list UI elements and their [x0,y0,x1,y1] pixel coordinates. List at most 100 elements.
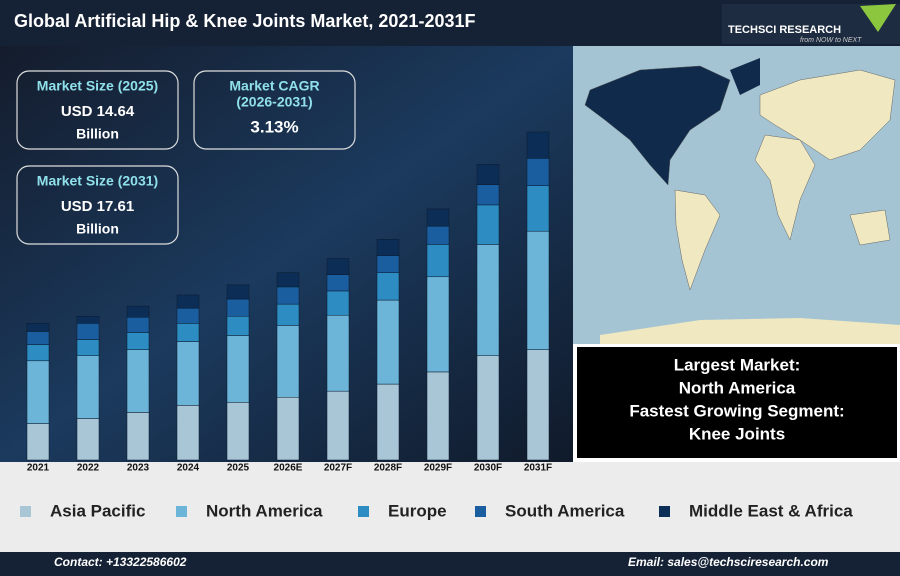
bar-segment [426,244,450,278]
greenland [730,58,760,95]
bar-segment [526,158,550,186]
legend-label: Asia Pacific [50,501,145,520]
info-line: Fastest Growing Segment: [629,401,844,420]
x-tick-label: 2027F [324,463,352,474]
bar-segment [526,185,550,232]
x-tick-label: 2029F [424,463,452,474]
stat-box [16,165,179,245]
bar-segment [426,371,450,461]
antarctica [600,318,900,344]
bar-segment [476,184,500,206]
legend-swatch [176,506,187,517]
logo: TECHSCI RESEARCH [728,24,841,36]
contact: Contact: +13322586602 [54,555,187,569]
info-line: Largest Market: [674,355,801,374]
info-box [575,345,899,460]
bar-segment [276,286,300,305]
bar-segment [226,315,250,336]
bar-segment [126,305,150,318]
bar-segment [276,396,300,461]
legend-label: Middle East & Africa [689,501,853,520]
map [573,46,900,344]
bar-segment [226,284,250,300]
bar-segment [176,294,200,309]
x-tick-label: 2031F [524,463,552,474]
bar-segment [76,339,100,356]
info-line: North America [679,378,796,397]
bar-segment [126,332,150,350]
bar-segment [326,274,350,292]
footer-bar [0,552,900,576]
bar-segment [76,323,100,340]
bar-segment [26,323,50,332]
bar-segment [326,314,350,392]
x-tick-label: 2023 [127,463,150,474]
bar-segment [26,360,50,424]
x-tick-label: 2024 [177,463,200,474]
bar-segment [26,344,50,362]
stat-box [193,70,356,150]
bar-segment [76,315,100,324]
info-line: Knee Joints [689,424,785,443]
logo-bg [722,4,900,44]
legend-swatch [20,506,31,517]
north-america [584,65,731,186]
australia [849,209,891,246]
bar-segment [376,383,400,461]
bar-segment [426,276,450,373]
stat-unit: Billion [76,221,119,237]
bar-segment [326,390,350,461]
bar-segment [176,341,200,406]
bar-segment [276,272,300,288]
bar-segment [376,239,400,256]
stat-label: Market CAGR [229,78,319,94]
bar-segment [126,349,150,413]
bar-segment [26,423,50,461]
bar-segment [526,131,550,159]
bar-segment [476,204,500,245]
legend-label: Europe [388,501,447,520]
email: Email: sales@techsciresearch.com [628,555,829,569]
bar-segment [176,323,200,342]
bar-segment [376,299,400,385]
bar-segment [326,258,350,275]
bar-segment [26,331,50,345]
bar-segment [176,307,200,324]
x-tick-label: 2028F [374,463,402,474]
legend-label: North America [206,501,323,520]
bar-segment [476,355,500,461]
stat-value: USD 17.61 [61,198,134,215]
bar-segment [526,230,550,350]
bar-segment [126,412,150,461]
logo-mark [860,4,896,32]
x-tick-label: 2025 [227,463,250,474]
bar-segment [276,303,300,326]
south-america [674,189,721,291]
bar-segment [226,335,250,403]
bar-segment [226,402,250,461]
x-tick-label: 2026E [274,463,303,474]
bar-segment [476,164,500,185]
stat-unit: Billion [76,126,119,142]
stat-label: (2026-2031) [236,94,312,110]
bar-segment [526,349,550,461]
bar-segment [226,298,250,317]
stat-label: Market Size (2031) [37,173,158,189]
bar-segment [126,317,150,333]
bar-segment [76,355,100,419]
stat-box [16,70,179,150]
legend-swatch [358,506,369,517]
legend-label: South America [505,501,625,520]
bar-segment [326,290,350,316]
legend-band [0,462,900,552]
x-tick-label: 2022 [77,463,100,474]
bar-segment [376,255,400,273]
legend-swatch [475,506,486,517]
x-tick-label: 2030F [474,463,502,474]
logo-tagline: from NOW to NEXT [800,37,862,44]
bar-segment [376,272,400,301]
stat-value: USD 14.64 [61,103,135,120]
eurasia [759,69,896,161]
bar-segment [276,325,300,398]
